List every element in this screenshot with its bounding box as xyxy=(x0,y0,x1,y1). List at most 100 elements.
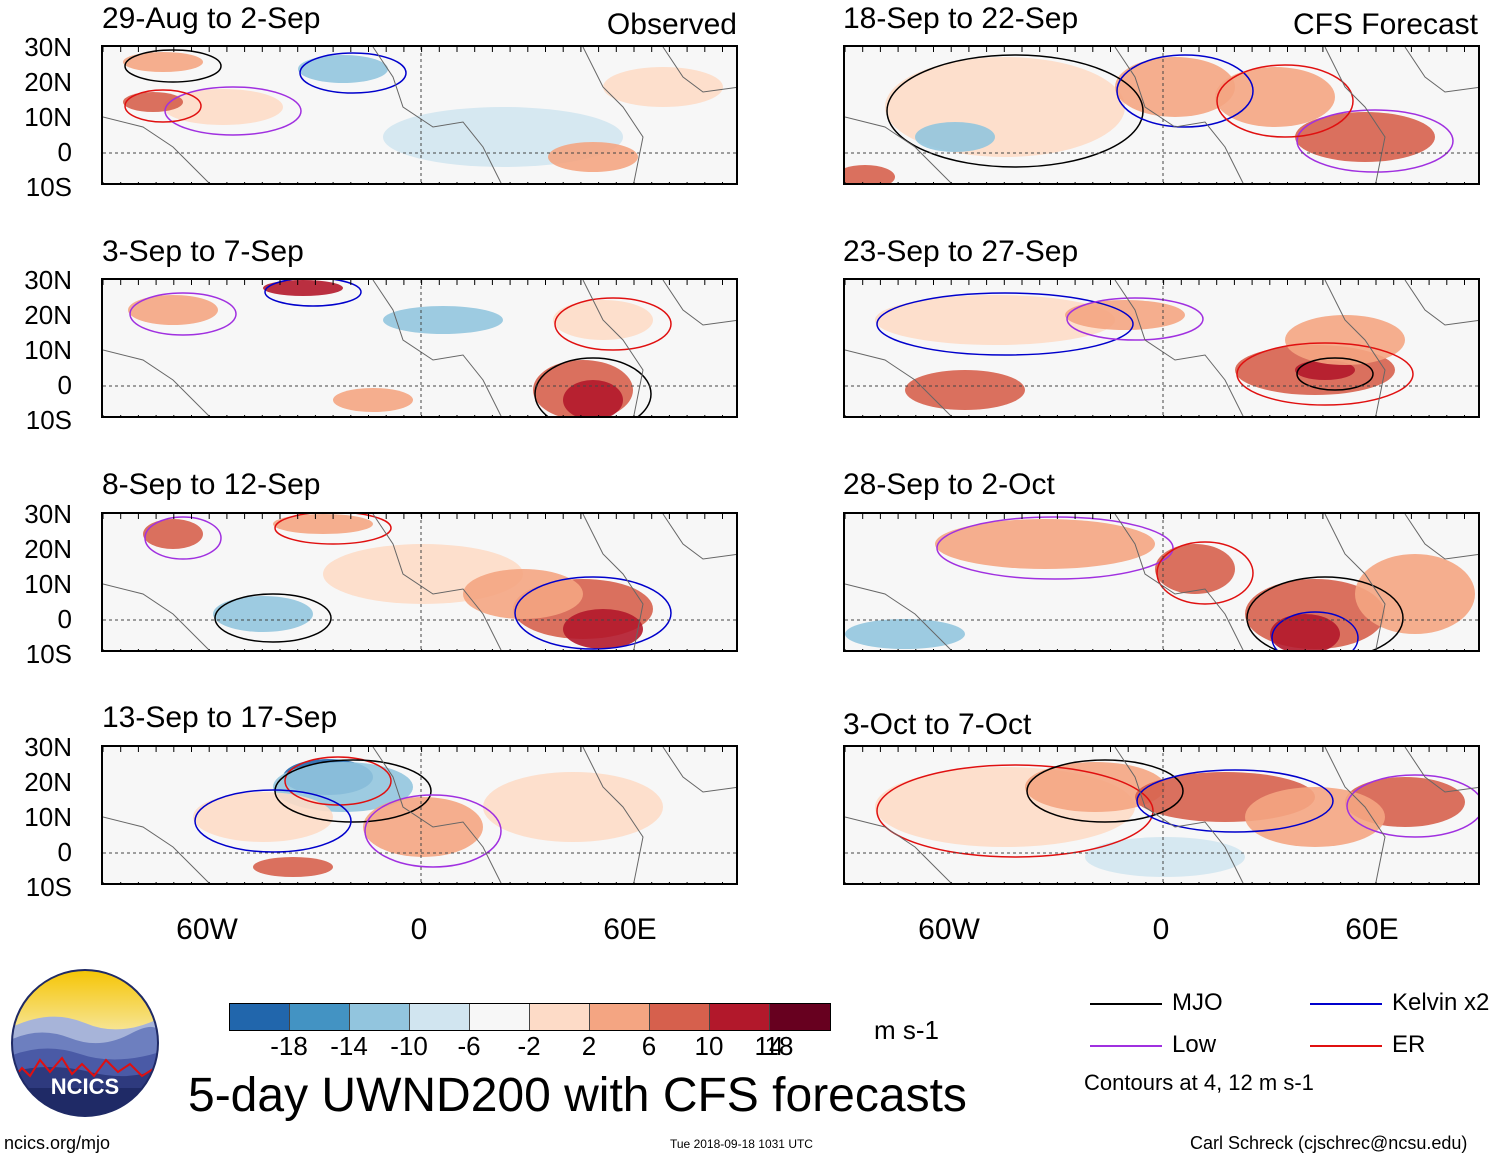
wind-anomaly-area xyxy=(935,519,1155,569)
wave-contour xyxy=(214,593,332,643)
wave-contour xyxy=(514,576,672,650)
observed-label: Observed xyxy=(606,8,737,41)
wind-anomaly-area xyxy=(1065,300,1185,330)
coastline xyxy=(845,514,1478,650)
wind-anomaly-area xyxy=(1295,112,1435,162)
lat-label: 0 xyxy=(57,837,72,867)
timestamp: Tue 2018-09-18 1031 UTC xyxy=(670,1137,813,1151)
legend-line-mjo xyxy=(1090,1003,1162,1005)
coastline xyxy=(845,747,1478,883)
colorbar-swatch xyxy=(410,1004,470,1030)
legend-line-er xyxy=(1310,1045,1382,1047)
lat-label: 20N xyxy=(24,767,72,797)
wave-contour xyxy=(554,297,672,351)
lat-label: 10N xyxy=(24,102,72,132)
coastline xyxy=(103,280,736,416)
units-label: m s-1 xyxy=(874,1015,939,1045)
lat-label: 10N xyxy=(24,569,72,599)
wind-anomaly-area xyxy=(603,67,723,107)
wind-anomaly-area xyxy=(1295,360,1355,380)
lon-label: 60W xyxy=(918,913,980,946)
lat-label: 20N xyxy=(24,534,72,564)
wave-contour xyxy=(299,52,407,94)
wave-contour xyxy=(1346,774,1478,838)
coastline xyxy=(103,747,736,883)
map-panel-observed-3 xyxy=(101,512,738,652)
lat-label: 30N xyxy=(24,499,72,529)
wave-contour xyxy=(1271,611,1359,650)
map-panel-observed-4 xyxy=(101,745,738,885)
wave-contour xyxy=(164,86,302,136)
map-panel-forecast-2 xyxy=(843,278,1480,418)
lat-label: 30N xyxy=(24,265,72,295)
colorbar-swatch xyxy=(350,1004,410,1030)
wind-anomaly-area xyxy=(193,792,333,842)
wind-anomaly-area xyxy=(298,55,388,83)
colorbar-tick: 2 xyxy=(581,1031,597,1061)
wave-contour xyxy=(876,764,1154,858)
panel-title-obs-3: 8-Sep to 12-Sep xyxy=(102,468,321,501)
wave-contour xyxy=(129,292,237,336)
website-link[interactable]: ncics.org/mjo xyxy=(4,1133,111,1153)
wind-field xyxy=(845,280,1478,416)
colorbar-tick: 14 xyxy=(754,1031,784,1061)
map-panel-forecast-1 xyxy=(843,45,1480,185)
wave-contour xyxy=(1296,357,1374,391)
lat-label: 10S xyxy=(25,872,72,902)
wave-contour xyxy=(1116,54,1254,128)
colorbar-swatch xyxy=(650,1004,710,1030)
lat-label: 10S xyxy=(25,405,72,435)
author-credit: Carl Schreck (cjschrec@ncsu.edu) xyxy=(1190,1133,1468,1153)
panel-title-fc-4: 3-Oct to 7-Oct xyxy=(843,708,1032,741)
colorbar-tick: -10 xyxy=(390,1031,428,1061)
wind-anomaly-area xyxy=(363,797,483,857)
wave-contour xyxy=(194,789,352,853)
lat-label: 0 xyxy=(57,370,72,400)
wind-anomaly-area xyxy=(273,514,373,534)
colorbar-tick: -18 xyxy=(270,1031,308,1061)
wave-contour xyxy=(1236,342,1414,406)
lon-label: 60E xyxy=(1345,913,1399,946)
wind-anomaly-area xyxy=(1245,787,1385,847)
lon-label: 0 xyxy=(1152,913,1170,946)
wave-contour xyxy=(124,89,202,123)
wave-contour xyxy=(1156,541,1254,605)
colorbar-swatch xyxy=(470,1004,530,1030)
colorbar-tick: -14 xyxy=(330,1031,368,1061)
wind-anomaly-area xyxy=(383,306,503,334)
lat-label: 0 xyxy=(57,137,72,167)
panel-title-obs-1: 29-Aug to 2-Sep xyxy=(102,2,321,35)
wind-anomaly-area xyxy=(845,619,965,649)
wind-anomaly-area xyxy=(1215,67,1335,127)
ncics-logo: NCICS xyxy=(10,968,160,1118)
panel-title-fc-1: 18-Sep to 22-Sep xyxy=(843,2,1079,35)
forecast-label: CFS Forecast xyxy=(1292,8,1478,41)
colorbar-tick: -6 xyxy=(457,1031,481,1061)
wind-anomaly-area xyxy=(563,380,623,416)
wave-contour xyxy=(936,516,1174,580)
wave-contour xyxy=(1066,297,1204,341)
colorbar-swatch xyxy=(770,1004,830,1030)
wind-field xyxy=(103,514,736,650)
logo-text: NCICS xyxy=(51,1074,119,1099)
wave-contour xyxy=(876,292,1134,356)
map-panel-observed-2 xyxy=(101,278,738,418)
lat-label: 20N xyxy=(24,300,72,330)
wave-contour xyxy=(1136,769,1334,833)
colorbar-swatch xyxy=(290,1004,350,1030)
colorbar-tick: 18 xyxy=(764,1031,794,1061)
figure-title: 5-day UWND200 with CFS forecasts xyxy=(188,1069,967,1122)
legend-label-kelvin: Kelvin x2 xyxy=(1392,989,1490,1016)
map-panel-forecast-3 xyxy=(843,512,1480,652)
wind-anomaly-area xyxy=(875,295,1115,345)
wind-anomaly-area xyxy=(143,519,203,549)
wind-anomaly-area xyxy=(548,142,638,172)
map-panel-forecast-4 xyxy=(843,745,1480,885)
colorbar-tick: 6 xyxy=(641,1031,657,1061)
wave-contour xyxy=(264,280,362,307)
coastline xyxy=(845,280,1478,416)
wind-field xyxy=(845,47,1478,183)
lat-label: 10N xyxy=(24,802,72,832)
colorbar-swatch xyxy=(590,1004,650,1030)
colorbar-swatch xyxy=(530,1004,590,1030)
